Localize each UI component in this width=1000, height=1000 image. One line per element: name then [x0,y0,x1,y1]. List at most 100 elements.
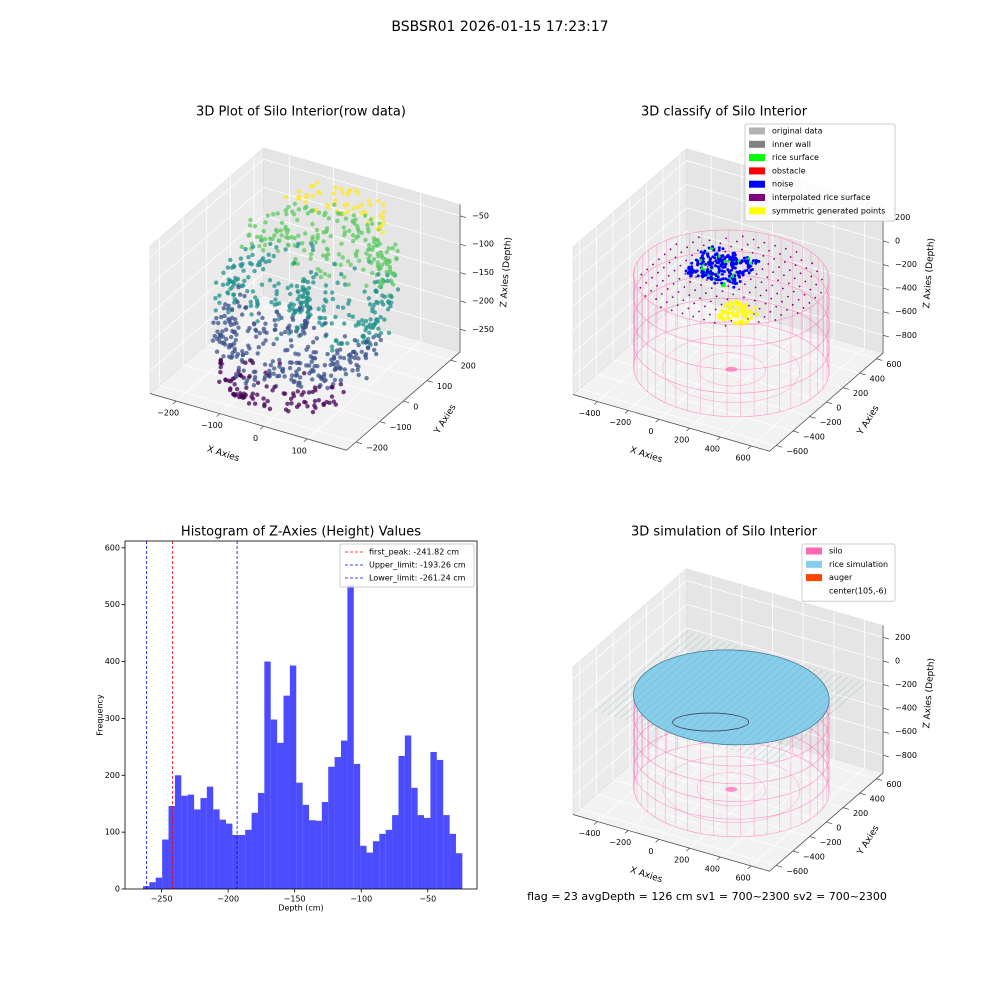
point-cloud-dot [272,317,277,323]
noise-dot [712,248,716,252]
symmetric-dot [744,321,748,325]
interp-dot [724,250,727,253]
silo-ring [633,706,830,802]
point-cloud-dot [321,402,326,408]
noise-dot [690,267,694,271]
point-cloud-dot [302,231,308,236]
interp-dot [793,277,796,280]
point-cloud-dot [345,341,350,346]
symmetric-dot [743,313,747,317]
point-cloud-dot [225,265,231,270]
interp-dot [803,293,806,296]
grid-line [572,603,687,703]
point-cloud-dot [393,242,398,247]
legend-box [801,543,896,602]
tick-mark [459,243,467,247]
symmetric-dot [742,309,746,313]
tick-mark [655,419,660,423]
point-cloud-dot [385,272,390,278]
point-cloud-dot [239,312,245,317]
noise-dot [689,274,693,278]
point-cloud-dot [372,322,377,327]
y-tick-label: 300 [105,714,120,723]
noise-dot [715,252,719,256]
point-cloud-dot [217,300,222,306]
symmetric-dot [731,302,735,306]
interp-dot [704,305,706,308]
bar [257,792,265,889]
bar [283,695,290,889]
grid-line [612,359,810,417]
point-cloud-dot [383,257,388,262]
x-tick-label: −150 [284,895,306,904]
point-cloud-dot [324,228,329,234]
point-cloud-dot [305,279,311,285]
noise-dot [696,263,700,267]
x-tick-label: 0 [253,434,258,443]
point-cloud-dot [255,392,260,397]
bar [455,853,463,889]
legend-label: Upper_limit: -193.26 cm [369,561,466,570]
x-tick-label: 200 [674,436,689,445]
y-tick-label: −400 [803,853,825,862]
point-cloud-dot [229,265,235,270]
point-cloud-dot [234,386,240,392]
point-cloud-dot [325,351,330,357]
point-cloud-dot [380,215,385,220]
interp-dot [686,246,689,249]
point-cloud-dot [270,388,275,393]
point-cloud-dot [262,377,267,382]
point-cloud-dot [273,297,278,302]
point-cloud-dot [347,228,352,234]
point-cloud-dot [342,367,348,372]
symmetric-dot [736,315,740,319]
axis-line [769,352,884,452]
point-cloud-dot [214,315,219,321]
bar [142,886,150,889]
point-cloud-dot [289,401,294,406]
interp-dot [724,324,727,327]
interp-dot [698,310,700,313]
point-cloud-dot [329,290,335,295]
grid-line [612,779,810,837]
point-cloud-dot [321,308,327,313]
interp-dot [678,277,681,280]
interp-dot [677,291,680,293]
point-cloud-dot [366,242,372,248]
point-cloud-dot [295,389,301,394]
point-cloud-dot [364,283,369,289]
noise-dot [698,258,702,262]
point-cloud-dot [220,340,225,346]
point-cloud-dot [391,271,396,277]
point-cloud-dot [361,267,366,272]
grid-line [629,764,827,823]
point-cloud-dot [245,328,251,334]
point-cloud-dot [330,360,335,366]
point-cloud-dot [335,211,340,216]
interp-dot [704,292,707,295]
rice-mesh [711,664,805,746]
point-cloud-dot [338,378,344,383]
point-cloud-dot [311,275,316,280]
noise-dot [718,278,722,282]
legend-swatch [749,180,765,188]
point-cloud-dot [296,207,301,212]
point-cloud-dot [373,288,379,293]
grid-line [149,158,264,258]
interp-dot [710,287,713,290]
point-cloud-dot [217,379,222,385]
noise-dot [738,279,742,283]
point-cloud-dot [319,375,324,380]
point-cloud-dot [298,332,303,338]
point-cloud-dot [352,338,358,343]
point-cloud-dot [251,321,257,326]
bar [296,782,303,889]
point-cloud-dot [363,355,369,361]
noise-dot [695,269,699,273]
legend-label: auger [829,573,853,582]
bar [334,757,341,889]
symmetric-dot [753,306,757,310]
point-cloud-dot [310,193,315,199]
z-tick-label: 200 [895,213,910,222]
